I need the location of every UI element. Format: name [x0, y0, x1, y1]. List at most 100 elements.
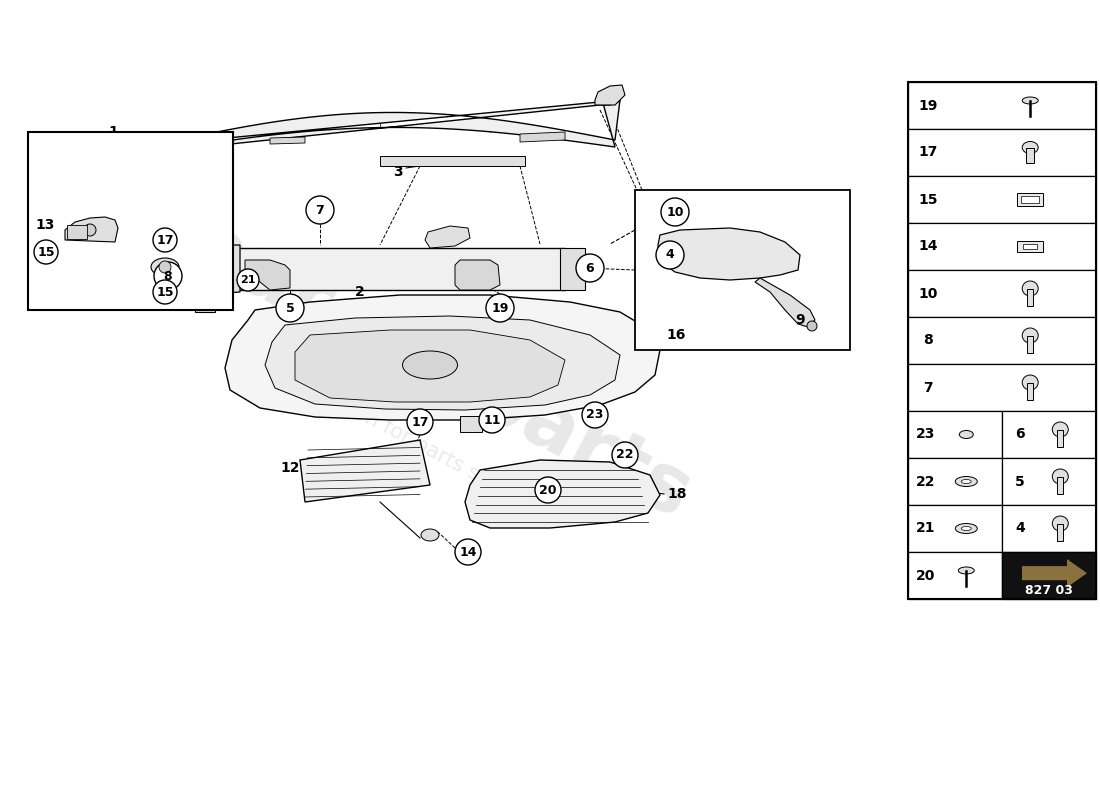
Text: 20: 20: [916, 569, 936, 582]
Circle shape: [306, 196, 334, 224]
Circle shape: [84, 224, 96, 236]
Bar: [908, 270, 1096, 317]
Text: 23: 23: [916, 427, 936, 442]
Circle shape: [582, 402, 608, 428]
Polygon shape: [1022, 559, 1087, 587]
Bar: [1002, 505, 1096, 552]
Ellipse shape: [961, 479, 971, 483]
Bar: [635, 190, 850, 350]
Circle shape: [535, 477, 561, 503]
Ellipse shape: [1022, 281, 1038, 296]
Ellipse shape: [1022, 97, 1038, 104]
Bar: [1027, 335, 1033, 353]
Polygon shape: [455, 260, 500, 290]
Circle shape: [34, 240, 58, 264]
Circle shape: [407, 409, 433, 435]
Bar: [1027, 289, 1033, 306]
Polygon shape: [300, 440, 430, 502]
Bar: [235, 248, 565, 290]
Text: 22: 22: [616, 449, 634, 462]
Ellipse shape: [961, 526, 971, 530]
Circle shape: [276, 294, 304, 322]
Ellipse shape: [1053, 469, 1068, 484]
Text: 15: 15: [156, 286, 174, 298]
Circle shape: [236, 269, 258, 291]
Text: 4: 4: [1015, 522, 1025, 535]
Bar: [1021, 195, 1040, 202]
Text: 22: 22: [916, 474, 936, 489]
Circle shape: [656, 241, 684, 269]
Text: 6: 6: [1015, 427, 1025, 442]
Polygon shape: [595, 85, 625, 105]
Bar: [1002, 411, 1096, 458]
Text: 6: 6: [585, 262, 594, 274]
Bar: [1026, 147, 1034, 162]
Ellipse shape: [151, 258, 179, 276]
Ellipse shape: [955, 523, 977, 534]
Text: 13: 13: [35, 218, 55, 232]
Bar: [908, 458, 1002, 505]
Ellipse shape: [421, 529, 439, 541]
Ellipse shape: [959, 430, 974, 438]
Text: 7: 7: [316, 203, 324, 217]
Circle shape: [154, 262, 182, 290]
Bar: [908, 176, 1096, 223]
Text: 5: 5: [1015, 474, 1025, 489]
Bar: [28, 132, 233, 310]
Polygon shape: [226, 295, 660, 420]
Polygon shape: [155, 88, 620, 152]
Text: europaparts: europaparts: [176, 205, 704, 535]
Text: 21: 21: [240, 275, 255, 285]
Text: 7: 7: [923, 381, 933, 394]
Circle shape: [455, 539, 481, 565]
Circle shape: [160, 261, 170, 273]
Bar: [1002, 552, 1096, 599]
Polygon shape: [270, 137, 305, 144]
Text: a passion for parts since 1985: a passion for parts since 1985: [286, 367, 574, 533]
Text: 8: 8: [164, 270, 173, 282]
Ellipse shape: [1022, 375, 1038, 390]
Bar: [560, 248, 585, 290]
Bar: [1057, 430, 1064, 446]
Bar: [1018, 241, 1043, 251]
Text: 20: 20: [539, 483, 557, 497]
Text: 2: 2: [355, 285, 365, 299]
Bar: [908, 552, 1002, 599]
Text: 10: 10: [667, 206, 684, 218]
Polygon shape: [295, 330, 565, 402]
Text: 17: 17: [411, 415, 429, 429]
Bar: [460, 416, 482, 432]
Polygon shape: [195, 245, 240, 295]
Bar: [908, 317, 1096, 364]
Circle shape: [612, 442, 638, 468]
Text: 21: 21: [916, 522, 936, 535]
Text: 5: 5: [286, 302, 295, 314]
Text: 827 03: 827 03: [1025, 585, 1072, 598]
Polygon shape: [65, 217, 118, 242]
Bar: [908, 364, 1096, 411]
Bar: [1002, 458, 1096, 505]
Text: 15: 15: [918, 193, 937, 206]
Polygon shape: [465, 460, 660, 528]
Bar: [908, 129, 1096, 176]
Bar: [67, 225, 87, 239]
Ellipse shape: [1053, 422, 1068, 437]
Text: 8: 8: [923, 334, 933, 347]
Bar: [379, 156, 525, 166]
Polygon shape: [245, 260, 290, 290]
Polygon shape: [425, 226, 470, 248]
Ellipse shape: [403, 351, 458, 379]
Text: 10: 10: [918, 286, 937, 301]
Text: 15: 15: [37, 246, 55, 258]
Bar: [1027, 382, 1033, 399]
Text: 14: 14: [460, 546, 476, 558]
Text: 4: 4: [666, 249, 674, 262]
Text: 14: 14: [918, 239, 937, 254]
Circle shape: [478, 407, 505, 433]
Polygon shape: [195, 242, 214, 312]
Polygon shape: [755, 278, 815, 327]
Bar: [908, 505, 1002, 552]
Ellipse shape: [1053, 516, 1068, 531]
Bar: [1018, 193, 1043, 206]
Bar: [1023, 243, 1037, 249]
